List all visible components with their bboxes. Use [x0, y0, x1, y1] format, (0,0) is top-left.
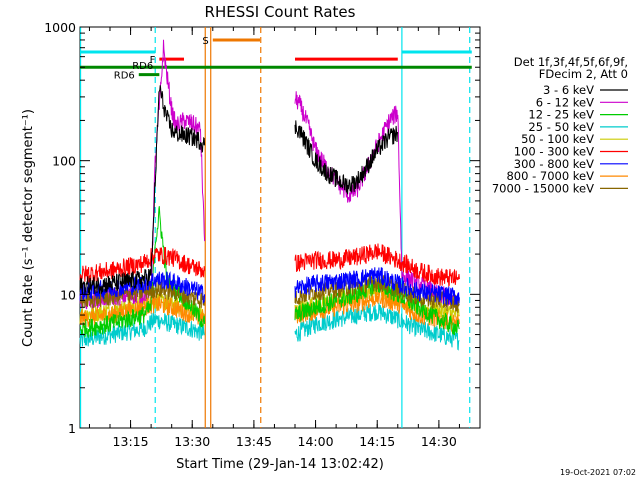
- legend-label-0: 3 - 6 keV: [543, 83, 594, 97]
- legend-label-6: 300 - 800 keV: [514, 157, 594, 171]
- legend-label-5: 100 - 300 keV: [514, 145, 594, 159]
- series-line-8-left: [79, 280, 206, 309]
- flag-label-2: S: [202, 36, 208, 47]
- series-line-6-right: [294, 267, 460, 306]
- plot-frame: [79, 26, 481, 429]
- legend-header-line-2: FDecim 2, Att 0: [539, 67, 628, 81]
- series-layer: [79, 39, 460, 351]
- y-tick-label: 1000: [44, 20, 76, 35]
- y-axis-label-text: Count Rate (s⁻¹ detector segment⁻¹): [21, 109, 36, 347]
- flag-label-3: F: [150, 55, 156, 66]
- x-tick-label: 14:00: [298, 434, 334, 449]
- x-tick-label: 13:30: [174, 434, 210, 449]
- legend-label-2: 12 - 25 keV: [528, 108, 594, 122]
- y-axis-label: Count Rate (s⁻¹ detector segment⁻¹): [21, 109, 36, 347]
- chart-title: RHESSI Count Rates: [205, 3, 356, 21]
- x-tick-label: 14:30: [421, 434, 457, 449]
- legend-label-3: 25 - 50 keV: [528, 120, 594, 134]
- vertical-markers: [79, 27, 471, 428]
- series-line-6-left: [79, 271, 206, 305]
- series-line-3-left: [79, 311, 205, 347]
- plot-area: [79, 26, 481, 429]
- x-tick-label: 13:45: [236, 434, 272, 449]
- x-tick-label: 13:15: [113, 434, 149, 449]
- flag-label-4: RD6: [132, 61, 153, 72]
- axes: 13:15 13:30 13:45 14:00 14:15 14:30 1 10 100 1000: [44, 20, 480, 449]
- y-tick-label: 100: [52, 154, 76, 169]
- x-tick-label: 14:15: [359, 434, 395, 449]
- y-tick-label: 1: [68, 421, 76, 436]
- series-line-5-left: [79, 246, 206, 283]
- series-line-5-right: [294, 243, 460, 287]
- series-line-0-right: [294, 120, 399, 195]
- flag-label-5: RD6: [114, 71, 135, 82]
- footer-timestamp: 19-Oct-2021 07:02: [560, 468, 636, 477]
- series-line-8-right: [294, 272, 460, 313]
- x-axis-label: Start Time (29-Jan-14 13:02:42): [176, 457, 384, 472]
- legend-label-4: 50 - 100 keV: [521, 132, 594, 146]
- legend-label-7: 800 - 7000 keV: [506, 169, 594, 183]
- legend-header-line-1: Det 1f,3f,4f,5f,6f,9f,: [514, 55, 628, 69]
- series-line-0-left: [79, 85, 206, 296]
- y-tick-label: 10: [60, 287, 76, 302]
- legend-label-8: 7000 - 15000 keV: [492, 181, 594, 195]
- legend-label-1: 6 - 12 keV: [536, 95, 594, 109]
- legend: Det 1f,3f,4f,5f,6f,9f, FDecim 2, Att 0 3…: [492, 55, 628, 195]
- series-line-3-right: [294, 302, 460, 351]
